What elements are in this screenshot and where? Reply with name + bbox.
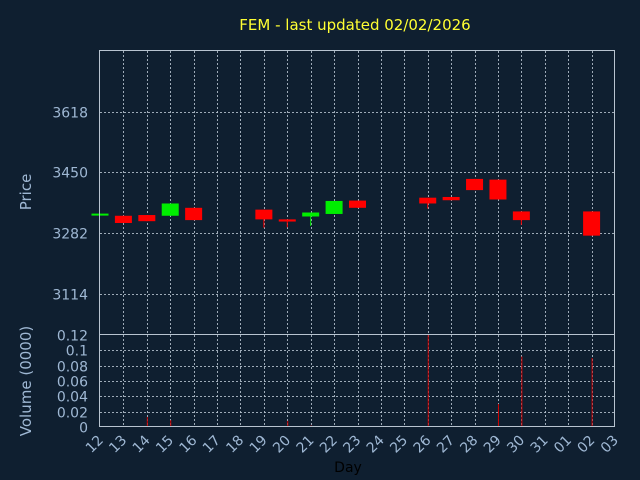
price-tick-label: 3114 [52,288,88,304]
price-axis-label: Price [17,174,35,211]
volume-tick-label: 0.1 [66,344,88,360]
x-tick-label: 14 [130,432,154,456]
price-tick-label: 3618 [52,106,88,122]
price-tick-label: 3450 [52,166,88,182]
candle-body [583,211,601,236]
x-tick-label: 17 [200,433,224,457]
x-tick-label: 19 [247,433,271,457]
volume-tick-label: 0.12 [57,329,88,345]
volume-tick-label: 0.08 [57,360,88,376]
chart-title: FEM - last updated 02/02/2026 [239,16,470,34]
volume-tick-label: 0.06 [57,375,88,391]
volume-panel-frame [99,334,615,427]
candle-body [349,200,366,208]
candle-body [138,215,156,222]
x-tick-label: 28 [457,433,481,457]
x-tick-label: 15 [153,433,177,457]
candle-body [489,179,507,200]
x-tick-label: 22 [317,433,341,457]
candle-body [302,212,320,217]
volume-axis-label: Volume (0000) [17,326,35,436]
price-tick-label: 3282 [52,227,88,243]
x-tick-label: 25 [387,433,411,457]
volume-tick-label: 0.04 [57,390,88,406]
candle-body [255,209,273,220]
price-panel-frame [99,50,615,335]
x-axis-label: Day [334,460,362,476]
candle-body [161,203,179,216]
x-tick-label: 24 [364,432,388,456]
x-tick-label: 30 [504,433,528,457]
x-tick-label: 02 [574,433,598,457]
x-tick-label: 27 [434,433,458,457]
candle-body [325,200,343,214]
volume-tick-label: 0 [79,421,88,437]
x-tick-label: 03 [598,433,622,457]
candle-body [466,178,484,191]
candle-body [419,197,437,204]
x-tick-label: 26 [411,432,435,456]
x-tick-label: 13 [106,433,130,457]
candle-body [278,219,296,222]
x-tick-label: 01 [551,433,575,457]
candle-body [114,215,132,223]
x-tick-label: 20 [270,433,294,457]
x-tick-label: 31 [528,433,552,457]
x-tick-label: 18 [223,433,247,457]
x-tick-label: 21 [294,433,318,457]
x-tick-label: 23 [340,433,364,457]
volume-tick-label: 0.02 [57,406,88,422]
candle-body [442,196,460,201]
candle-body [512,211,530,221]
x-tick-label: 29 [481,433,505,457]
candle-body [185,207,203,221]
x-tick-label: 16 [177,432,201,456]
